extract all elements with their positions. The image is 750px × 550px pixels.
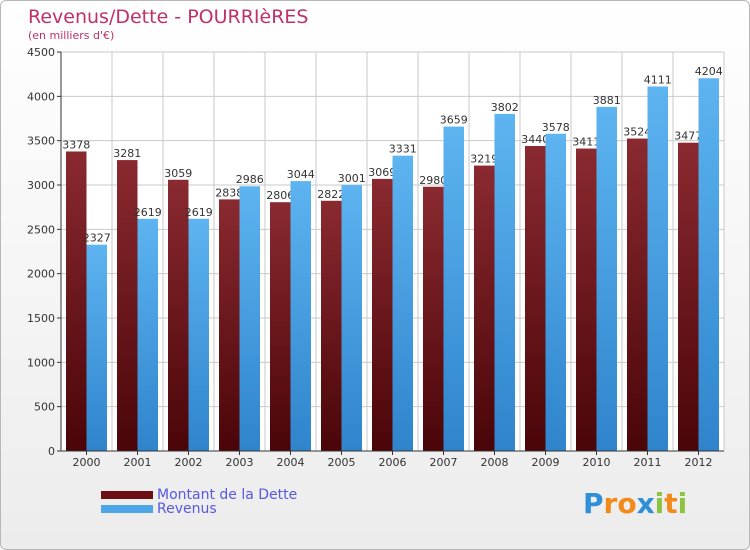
bar-revenus (137, 218, 158, 451)
x-tick-label: 2000 (73, 456, 101, 469)
data-label: 3281 (113, 147, 141, 160)
proxiti-logo: Proxiti (583, 487, 687, 520)
y-tick-label: 0 (48, 445, 55, 458)
bar-dette (117, 160, 138, 452)
data-label: 3044 (287, 168, 315, 181)
logo-letter: x (636, 487, 655, 520)
bar-dette (627, 138, 648, 451)
bar-revenus (188, 218, 209, 451)
logo-letter: t (664, 487, 678, 520)
bar-dette (423, 186, 444, 452)
bar-revenus (239, 186, 260, 451)
bar-dette (219, 199, 240, 451)
data-label: 3069 (368, 166, 396, 179)
bar-revenus (545, 133, 566, 451)
x-tick-label: 2001 (124, 456, 152, 469)
x-tick-label: 2006 (379, 456, 407, 469)
data-label: 3440 (521, 133, 549, 146)
data-label: 4204 (695, 65, 723, 78)
data-label: 2806 (266, 189, 294, 202)
data-label: 3524 (623, 126, 651, 139)
data-label: 2619 (134, 206, 162, 219)
data-label: 3881 (593, 94, 621, 107)
data-label: 2986 (236, 173, 264, 186)
x-tick-label: 2008 (481, 456, 509, 469)
data-label: 3411 (572, 136, 600, 149)
x-tick-label: 2002 (175, 456, 203, 469)
logo-letter: i (677, 487, 688, 520)
bar-dette (66, 151, 87, 451)
bar-revenus (86, 244, 107, 451)
data-label: 3578 (542, 121, 570, 134)
bar-revenus (443, 126, 464, 451)
data-label: 3378 (62, 138, 90, 151)
data-label: 3659 (440, 114, 468, 127)
x-tick-label: 2012 (685, 456, 713, 469)
y-tick-label: 2500 (27, 223, 55, 236)
chart-subtitle: (en milliers d'€) (28, 29, 115, 42)
y-tick-label: 2000 (27, 268, 55, 281)
bar-dette (372, 178, 393, 451)
data-label: 2327 (83, 232, 111, 245)
y-tick-label: 4000 (27, 90, 55, 103)
legend-label-dette: Montant de la Dette (157, 487, 298, 503)
x-tick-label: 2005 (328, 456, 356, 469)
legend-swatch-revenus (101, 505, 153, 513)
x-tick-label: 2004 (277, 456, 305, 469)
data-label: 4111 (644, 73, 672, 86)
x-tick-label: 2010 (583, 456, 611, 469)
data-label: 3331 (389, 143, 417, 156)
x-tick-label: 2007 (430, 456, 458, 469)
logo-letter: r (603, 487, 618, 520)
data-label: 2838 (215, 186, 243, 199)
legend-swatch-dette (101, 491, 153, 499)
data-label: 3059 (164, 167, 192, 180)
legend-item-revenus: Revenus (101, 501, 217, 517)
y-tick-label: 1000 (27, 356, 55, 369)
data-label: 3001 (338, 172, 366, 185)
bar-revenus (698, 78, 719, 451)
bar-dette (576, 148, 597, 452)
data-label: 3802 (491, 101, 519, 114)
bar-dette (525, 145, 546, 451)
bar-dette (678, 142, 699, 451)
data-label: 3219 (470, 153, 498, 166)
bar-dette (474, 165, 495, 451)
x-tick-label: 2009 (532, 456, 560, 469)
y-tick-label: 1500 (27, 312, 55, 325)
bar-dette (321, 200, 342, 451)
bar-revenus (392, 155, 413, 451)
data-label: 2619 (185, 206, 213, 219)
data-label: 2822 (317, 188, 345, 201)
chart-title: Revenus/Dette - POURRIèRES (28, 6, 309, 28)
data-label: 2980 (419, 174, 447, 187)
bar-revenus (647, 86, 668, 451)
logo-letter: o (617, 487, 637, 520)
bar-revenus (494, 113, 515, 451)
y-tick-label: 500 (34, 401, 55, 414)
bar-dette (168, 179, 189, 451)
legend-label-revenus: Revenus (157, 501, 217, 517)
bar-dette (270, 202, 291, 451)
y-tick-label: 4500 (27, 46, 55, 59)
legend-item-dette: Montant de la Dette (101, 487, 297, 503)
bar-revenus (341, 184, 362, 452)
bar-revenus (596, 106, 617, 451)
logo-letter: i (654, 487, 665, 520)
bar-revenus (290, 181, 311, 451)
x-tick-label: 2003 (226, 456, 254, 469)
y-tick-label: 3000 (27, 179, 55, 192)
data-label: 3477 (674, 130, 702, 143)
x-tick-label: 2011 (634, 456, 662, 469)
y-tick-label: 3500 (27, 135, 55, 148)
logo-letter: P (583, 487, 604, 520)
